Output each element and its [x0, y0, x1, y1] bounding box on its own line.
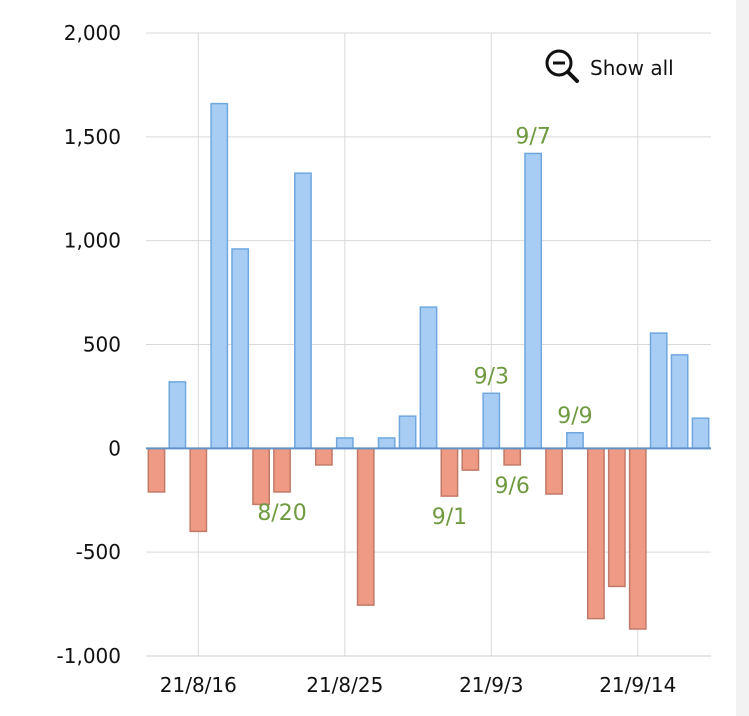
- bar-annotation: 9/6: [495, 474, 530, 499]
- bar-annotation: 9/3: [474, 364, 509, 389]
- bar-positive[interactable]: [566, 432, 584, 450]
- bar-positive[interactable]: [294, 172, 312, 450]
- bar-negative[interactable]: [607, 447, 626, 588]
- bar-positive[interactable]: [524, 152, 543, 450]
- y-axis-ticks: 2,000 1,500 1,000 500 0 -500 -1,000: [57, 21, 121, 668]
- x-tick-label: 21/8/25: [306, 673, 383, 697]
- y-tick-label: 0: [108, 436, 121, 460]
- right-edge-strip: [736, 0, 749, 716]
- x-tick-label: 21/9/14: [599, 673, 676, 697]
- bar-negative[interactable]: [252, 447, 271, 506]
- bar-negative[interactable]: [586, 447, 605, 620]
- y-tick-label: 500: [83, 333, 121, 357]
- show-all-label: Show all: [590, 56, 674, 80]
- bar-annotations: 8/20 9/1 9/3 9/6 9/7 9/9: [257, 124, 592, 530]
- bar-negative[interactable]: [147, 447, 166, 493]
- bar-positive[interactable]: [649, 332, 668, 450]
- y-tick-label: 1,500: [64, 125, 121, 149]
- bar-positive[interactable]: [482, 392, 501, 450]
- bar-negative[interactable]: [440, 447, 459, 497]
- y-tick-label: 1,000: [64, 229, 121, 253]
- bar-negative[interactable]: [189, 447, 208, 533]
- bar-annotation: 9/7: [515, 124, 550, 149]
- bar-positive[interactable]: [168, 381, 187, 450]
- bar-negative[interactable]: [273, 447, 291, 493]
- bar-negative[interactable]: [503, 447, 522, 466]
- bar-positive[interactable]: [691, 417, 710, 450]
- show-all-button[interactable]: Show all: [544, 48, 674, 88]
- y-tick-label: -500: [76, 540, 121, 564]
- x-tick-label: 21/8/16: [160, 673, 237, 697]
- bar-positive[interactable]: [670, 354, 689, 450]
- bar-positive[interactable]: [419, 306, 438, 450]
- bar-annotation: 9/1: [432, 505, 467, 530]
- bar-positive[interactable]: [231, 248, 250, 450]
- bar-positive[interactable]: [335, 437, 354, 450]
- bar-positive[interactable]: [398, 415, 417, 450]
- bars: [147, 102, 710, 630]
- bar-negative[interactable]: [356, 447, 375, 606]
- bar-negative[interactable]: [628, 447, 647, 630]
- x-tick-label: 21/9/3: [459, 673, 523, 697]
- bar-positive[interactable]: [377, 437, 396, 450]
- bar-annotation: 9/9: [557, 404, 592, 429]
- bar-negative[interactable]: [461, 447, 480, 471]
- zoom-out-icon: [544, 48, 580, 89]
- y-tick-label: -1,000: [57, 644, 121, 668]
- y-tick-label: 2,000: [64, 21, 121, 45]
- bar-positive[interactable]: [210, 102, 229, 450]
- bar-negative[interactable]: [545, 447, 563, 495]
- bar-negative[interactable]: [314, 447, 333, 466]
- x-axis-ticks: 21/8/16 21/8/25 21/9/3 21/9/14: [160, 673, 677, 697]
- bar-annotation: 8/20: [257, 501, 306, 526]
